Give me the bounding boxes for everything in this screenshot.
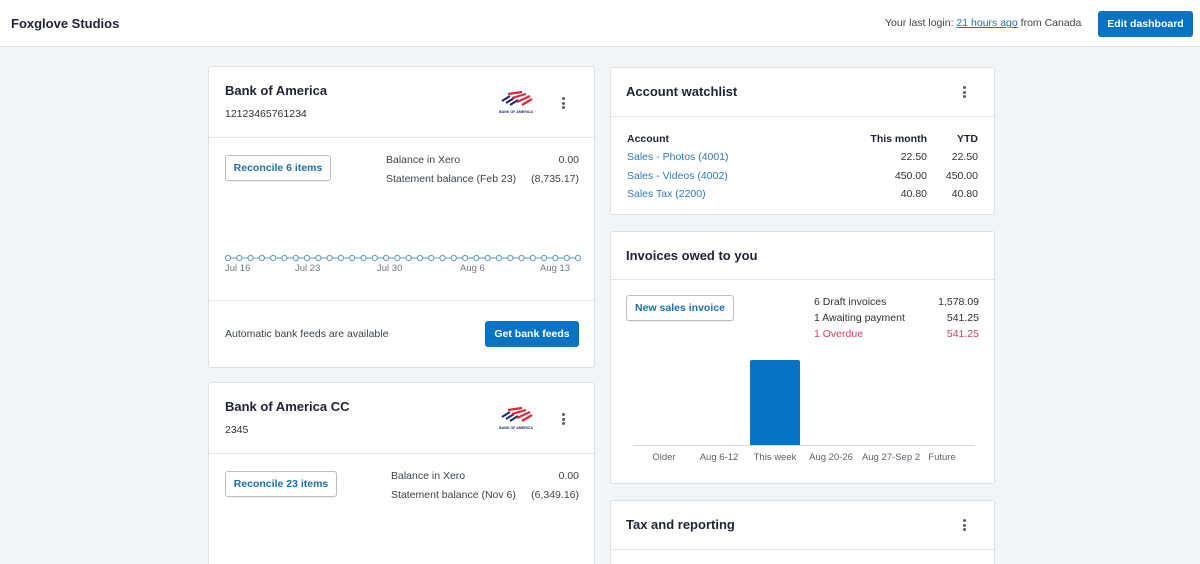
card-header: Invoices owed to you xyxy=(611,232,994,280)
top-bar: Foxglove Studios Your last login: 21 hou… xyxy=(0,0,1200,47)
account-watchlist-card: Account watchlist Account This month YTD… xyxy=(610,67,995,215)
new-sales-invoice-button[interactable]: New sales invoice xyxy=(626,295,734,321)
more-options-icon[interactable] xyxy=(557,96,569,110)
balance-line-chart[interactable] xyxy=(225,251,581,273)
bar-label: This week xyxy=(753,452,797,463)
balance-in-xero-label: Balance in Xero xyxy=(386,154,461,166)
bank-account-card: Bank of America 12123465761234 BANK OF A… xyxy=(208,66,595,368)
card-header: Tax and reporting xyxy=(611,501,994,550)
card-header: Bank of America 12123465761234 BANK OF A… xyxy=(209,67,594,138)
draft-invoices-link[interactable]: 6 Draft invoices xyxy=(814,296,887,308)
watchlist-ytd: 450.00 xyxy=(945,170,978,182)
bar-label: Future xyxy=(928,452,956,463)
overdue-value: 541.25 xyxy=(946,328,979,340)
bar-this-week[interactable] xyxy=(750,360,800,445)
bar-label: Older xyxy=(652,452,676,463)
x-axis xyxy=(633,445,975,446)
card-title: Account watchlist xyxy=(626,84,738,99)
login-suffix: from Canada xyxy=(1017,17,1082,29)
svg-text:BANK OF AMERICA: BANK OF AMERICA xyxy=(499,426,533,430)
last-login-info: Your last login: 21 hours ago from Canad… xyxy=(885,17,1081,29)
more-options-icon[interactable] xyxy=(958,85,970,99)
reconcile-button[interactable]: Reconcile 6 items xyxy=(225,155,331,181)
x-axis-tick: Jul 16 xyxy=(225,263,251,274)
svg-text:BANK OF AMERICA: BANK OF AMERICA xyxy=(499,110,533,114)
watchlist-account-link[interactable]: Sales Tax (2200) xyxy=(627,188,706,200)
column-header-account: Account xyxy=(627,133,669,145)
draft-invoices-value: 1,578.09 xyxy=(938,296,979,308)
divider xyxy=(209,300,594,301)
watchlist-this-month: 22.50 xyxy=(900,151,927,163)
card-title: Tax and reporting xyxy=(626,517,735,532)
statement-balance-label: Statement balance (Nov 6) xyxy=(391,489,516,501)
card-header: Bank of America CC 2345 BANK OF AMERICA xyxy=(209,383,594,454)
organization-name[interactable]: Foxglove Studios xyxy=(11,16,120,31)
bank-of-america-logo: BANK OF AMERICA xyxy=(492,405,540,431)
awaiting-payment-link[interactable]: 1 Awaiting payment xyxy=(814,312,905,324)
column-header-this-month: This month xyxy=(870,133,927,145)
statement-balance-label: Statement balance (Feb 23) xyxy=(386,173,517,185)
bank-account-number: 12123465761234 xyxy=(225,108,307,120)
invoices-owed-card: Invoices owed to you New sales invoice 6… xyxy=(610,231,995,484)
more-options-icon[interactable] xyxy=(958,518,970,532)
last-login-link[interactable]: 21 hours ago xyxy=(956,17,1018,29)
watchlist-this-month: 450.00 xyxy=(894,170,927,182)
x-axis-tick: Jul 30 xyxy=(377,263,403,274)
watchlist-ytd: 40.80 xyxy=(951,188,978,200)
reconcile-button[interactable]: Reconcile 23 items xyxy=(225,471,337,497)
watchlist-account-link[interactable]: Sales - Videos (4002) xyxy=(627,170,728,182)
awaiting-payment-value: 541.25 xyxy=(946,312,979,324)
x-axis-tick: Jul 23 xyxy=(295,263,321,274)
bank-account-number: 2345 xyxy=(225,424,249,436)
get-bank-feeds-button[interactable]: Get bank feeds xyxy=(485,321,579,347)
statement-balance-value: (8,735.17) xyxy=(531,173,579,185)
bar-label: Aug 20-26 xyxy=(809,452,853,463)
x-axis-tick: Aug 6 xyxy=(460,263,485,274)
more-options-icon[interactable] xyxy=(557,412,569,426)
bank-of-america-logo: BANK OF AMERICA xyxy=(492,89,540,115)
x-axis-tick: Aug 13 xyxy=(540,263,571,274)
bank-account-name[interactable]: Bank of America CC xyxy=(225,399,350,414)
watchlist-account-link[interactable]: Sales - Photos (4001) xyxy=(627,151,729,163)
overdue-link[interactable]: 1 Overdue xyxy=(814,328,864,340)
bank-account-card: Bank of America CC 2345 BANK OF AMERICA … xyxy=(208,382,595,564)
edit-dashboard-button[interactable]: Edit dashboard xyxy=(1098,11,1193,37)
balance-in-xero-value: 0.00 xyxy=(558,470,579,482)
balance-in-xero-label: Balance in Xero xyxy=(391,470,466,482)
watchlist-ytd: 22.50 xyxy=(951,151,978,163)
bar-label: Aug 6-12 xyxy=(699,452,739,463)
bar-label: Aug 27-Sep 2 xyxy=(861,452,921,463)
statement-balance-value: (6,349.16) xyxy=(531,489,579,501)
bank-account-name[interactable]: Bank of America xyxy=(225,83,328,98)
column-header-ytd: YTD xyxy=(957,133,978,145)
login-prefix: Your last login: xyxy=(885,17,957,29)
bank-feeds-text: Automatic bank feeds are available xyxy=(225,328,389,340)
balance-in-xero-value: 0.00 xyxy=(558,154,579,166)
card-header: Account watchlist xyxy=(611,68,994,117)
watchlist-this-month: 40.80 xyxy=(900,188,927,200)
tax-reporting-card: Tax and reporting xyxy=(610,500,995,564)
card-title: Invoices owed to you xyxy=(626,248,758,263)
